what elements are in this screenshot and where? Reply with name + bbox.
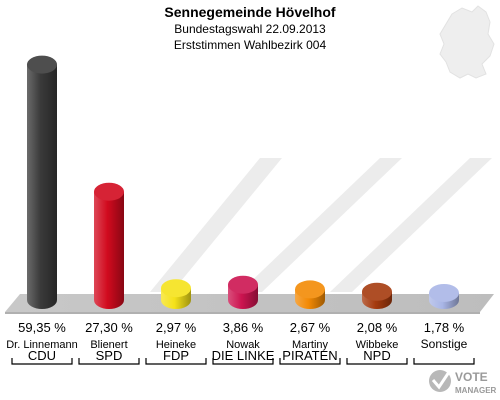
bar-sonstige bbox=[429, 283, 459, 309]
background-stripe bbox=[150, 158, 282, 292]
party-label: NPD bbox=[363, 348, 390, 363]
category-brackets bbox=[11, 358, 475, 365]
background-stripes bbox=[150, 158, 492, 292]
value-label: 59,35 % bbox=[18, 320, 66, 335]
category-bracket bbox=[78, 358, 140, 365]
vote-manager-logo: VOTE MANAGER bbox=[429, 370, 497, 395]
bar-fdp bbox=[161, 279, 191, 309]
category-bracket bbox=[413, 358, 475, 365]
bar-cdu bbox=[27, 55, 57, 309]
bar-top bbox=[94, 182, 124, 201]
check-mark-icon bbox=[431, 371, 451, 390]
party-label: PIRATEN bbox=[282, 348, 337, 363]
value-label: 27,30 % bbox=[85, 320, 133, 335]
logo-line2: MANAGER bbox=[455, 386, 497, 395]
logo-line1: VOTE bbox=[455, 370, 488, 384]
candidate-label: Martiny bbox=[292, 339, 329, 351]
value-label: 1,78 % bbox=[424, 320, 465, 335]
candidate-label: Heineke bbox=[156, 339, 196, 351]
party-label: SPD bbox=[96, 348, 123, 363]
value-label: 2,08 % bbox=[357, 320, 398, 335]
background-stripe bbox=[330, 158, 492, 292]
bar-die-linke bbox=[228, 275, 258, 309]
bar-spd bbox=[94, 182, 124, 309]
category-bracket bbox=[145, 358, 207, 365]
category-bracket bbox=[212, 358, 274, 365]
chart-floor-edge bbox=[5, 312, 480, 314]
bar-body bbox=[27, 64, 57, 309]
bar-top bbox=[295, 280, 325, 299]
value-label: 2,97 % bbox=[156, 320, 197, 335]
bar-piraten bbox=[295, 280, 325, 309]
bar-top bbox=[228, 275, 258, 294]
category-bracket bbox=[346, 358, 408, 365]
party-label: CDU bbox=[28, 348, 56, 363]
candidate-label: Blienert bbox=[90, 339, 127, 351]
bar-npd bbox=[362, 282, 392, 309]
bar-top bbox=[362, 282, 392, 301]
bar-top bbox=[161, 279, 191, 298]
chart-title: Sennegemeinde Hövelhof bbox=[164, 4, 336, 20]
candidate-label: Dr. Linnemann bbox=[6, 339, 78, 351]
bar-top bbox=[429, 283, 459, 302]
value-label: 2,67 % bbox=[290, 320, 331, 335]
party-label: DIE LINKE bbox=[212, 348, 275, 363]
party-label: Sonstige bbox=[421, 337, 468, 351]
bar-top bbox=[27, 55, 57, 74]
candidate-label: Nowak bbox=[226, 339, 260, 351]
background-stripe bbox=[240, 158, 402, 292]
candidate-label: Wibbeke bbox=[356, 339, 399, 351]
germany-map-icon bbox=[439, 5, 495, 79]
category-bracket bbox=[279, 358, 341, 365]
category-bracket bbox=[11, 358, 73, 365]
value-label: 3,86 % bbox=[223, 320, 264, 335]
bar-body bbox=[94, 191, 124, 309]
chart-subtitle: Bundestagswahl 22.09.2013 bbox=[174, 22, 326, 36]
party-label: FDP bbox=[163, 348, 189, 363]
chart-subtitle-2: Erststimmen Wahlbezirk 004 bbox=[173, 38, 327, 52]
